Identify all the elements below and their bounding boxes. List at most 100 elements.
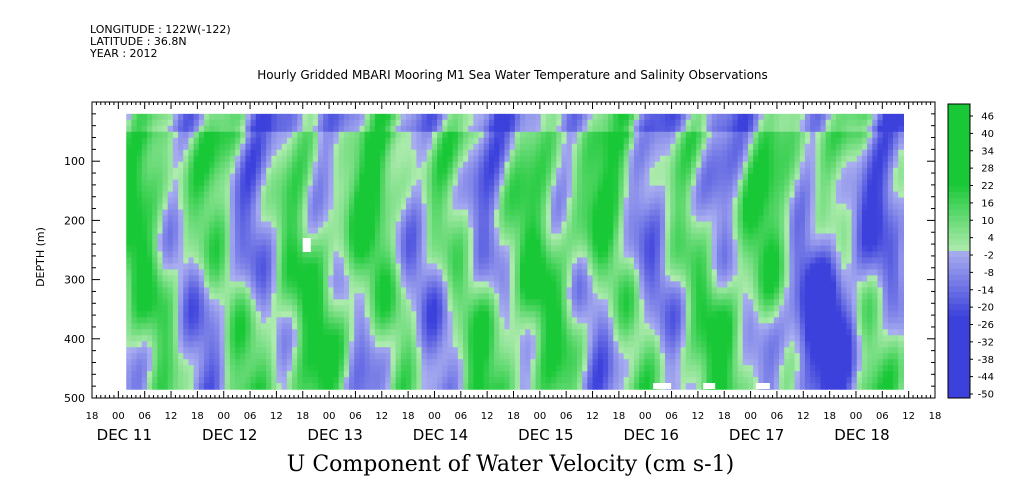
y-tick-label: 100 — [64, 155, 85, 168]
colorbar-bin — [948, 145, 970, 152]
colorbar-bin — [948, 268, 970, 275]
colorbar-bin — [948, 327, 970, 334]
x-hour-label: 18 — [296, 411, 309, 422]
x-hour-label: 06 — [454, 411, 467, 422]
colorbar-bin — [948, 203, 970, 211]
x-hour-label: 18 — [718, 411, 731, 422]
y-tick-labels: 100 200 300 400 500 — [64, 155, 85, 405]
colorbar-bin — [948, 315, 970, 322]
colorbar-bin — [948, 386, 970, 393]
longitude-label: LONGITUDE : 122W(-122) — [90, 23, 231, 36]
y-axis-ticks — [92, 101, 935, 399]
colorbar-label: -2 — [984, 251, 994, 262]
colorbar-bin — [948, 209, 970, 217]
colorbar-label: 10 — [981, 216, 994, 227]
colorbar-bin — [948, 321, 970, 328]
colorbar-label: 16 — [981, 198, 994, 209]
x-hour-label: 18 — [507, 411, 520, 422]
x-axis-ticks — [91, 102, 936, 398]
colorbar-label: 40 — [981, 129, 994, 140]
colorbar-label: -50 — [978, 390, 994, 401]
x-hour-label: 18 — [86, 411, 99, 422]
colorbar-bin — [948, 239, 970, 246]
colorbar-bin — [948, 192, 970, 199]
colorbar-label: 46 — [981, 112, 994, 123]
x-hour-label: 12 — [375, 411, 388, 422]
colorbar-label: 28 — [981, 164, 994, 175]
x-hour-label: 18 — [613, 411, 626, 422]
x-hour-label: 00 — [217, 411, 230, 422]
colorbar-bin — [948, 162, 970, 170]
x-date-label: DEC 15 — [518, 426, 573, 444]
colorbar: 46 40 34 28 22 16 10 4 -2 -8 -14 -20 -26 -32 -38 -44 -50 — [947, 103, 994, 401]
x-hour-label: 12 — [692, 411, 705, 422]
x-hour-label: 12 — [586, 411, 599, 422]
colorbar-label: 4 — [988, 233, 994, 244]
colorbar-bin — [948, 139, 970, 146]
colorbar-bin — [948, 104, 970, 111]
colorbar-bin — [948, 345, 970, 352]
x-hour-label: 12 — [165, 411, 178, 422]
y-tick-label: 300 — [64, 274, 85, 287]
x-date-label: DEC 14 — [413, 426, 468, 444]
colorbar-bin — [948, 215, 970, 222]
x-hour-label: 00 — [850, 411, 863, 422]
y-tick-label: 500 — [64, 392, 85, 405]
colorbar-label: -14 — [978, 285, 994, 296]
colorbar-bin — [948, 356, 970, 364]
colorbar-label: -26 — [978, 320, 994, 331]
colorbar-bin — [948, 274, 970, 281]
x-hour-label: 18 — [402, 411, 415, 422]
x-hour-label: 06 — [665, 411, 678, 422]
colorbar-bin — [948, 174, 970, 181]
x-hour-label: 06 — [138, 411, 151, 422]
colorbar-bin — [948, 350, 970, 358]
chart-title: Hourly Gridded MBARI Mooring M1 Sea Wate… — [257, 68, 768, 82]
x-hour-label: 06 — [244, 411, 257, 422]
x-hour-label: 12 — [902, 411, 915, 422]
x-hour-label: 06 — [771, 411, 784, 422]
x-hour-label: 06 — [560, 411, 573, 422]
x-axis-label: U Component of Water Velocity (cm s-1) — [286, 452, 735, 477]
x-date-label: DEC 11 — [97, 426, 152, 444]
x-date-label: DEC 16 — [624, 426, 679, 444]
colorbar-label: 22 — [981, 181, 994, 192]
colorbar-label: -32 — [978, 337, 994, 348]
colorbar-bin — [948, 168, 970, 175]
colorbar-bin — [948, 298, 970, 305]
x-hour-label: 00 — [323, 411, 336, 422]
colorbar-bin — [948, 180, 970, 187]
x-hour-label: 00 — [639, 411, 652, 422]
x-date-labels: DEC 11 DEC 12 DEC 13 DEC 14 DEC 15 DEC 16 DEC … — [97, 426, 890, 444]
year-label: YEAR : 2012 — [90, 47, 158, 60]
x-hour-label: 00 — [533, 411, 546, 422]
colorbar-bin — [948, 262, 970, 270]
x-hour-label: 12 — [797, 411, 810, 422]
colorbar-bin — [948, 392, 970, 399]
colorbar-bin — [948, 121, 970, 128]
colorbar-bin — [948, 227, 970, 234]
colorbar-bin — [948, 133, 970, 140]
x-hour-label: 18 — [929, 411, 942, 422]
colorbar-bin — [948, 151, 970, 158]
x-date-label: DEC 13 — [307, 426, 362, 444]
y-tick-label: 200 — [64, 214, 85, 227]
colorbar-bin — [948, 286, 970, 293]
colorbar-bin — [948, 374, 970, 381]
colorbar-bin — [948, 380, 970, 387]
x-hour-label: 18 — [823, 411, 836, 422]
colorbar-bin — [948, 362, 970, 369]
colorbar-label: 34 — [981, 146, 994, 157]
x-hour-label: 00 — [744, 411, 757, 422]
latitude-label: LATITUDE : 36.8N — [90, 35, 187, 48]
x-hour-labels: 18 00 06 12 18 00 06 12 18 00 06 12 18 00 06 12 18 00 06 12… — [86, 411, 942, 422]
x-hour-label: 06 — [349, 411, 362, 422]
x-hour-label: 00 — [428, 411, 441, 422]
y-axis-label: DEPTH (m) — [34, 227, 47, 287]
colorbar-bin — [948, 309, 970, 317]
colorbar-bin — [948, 156, 970, 164]
metadata-block: LONGITUDE : 122W(-122) LATITUDE : 36.8N … — [90, 24, 231, 60]
colorbar-bin — [948, 333, 970, 340]
x-date-label: DEC 12 — [202, 426, 257, 444]
